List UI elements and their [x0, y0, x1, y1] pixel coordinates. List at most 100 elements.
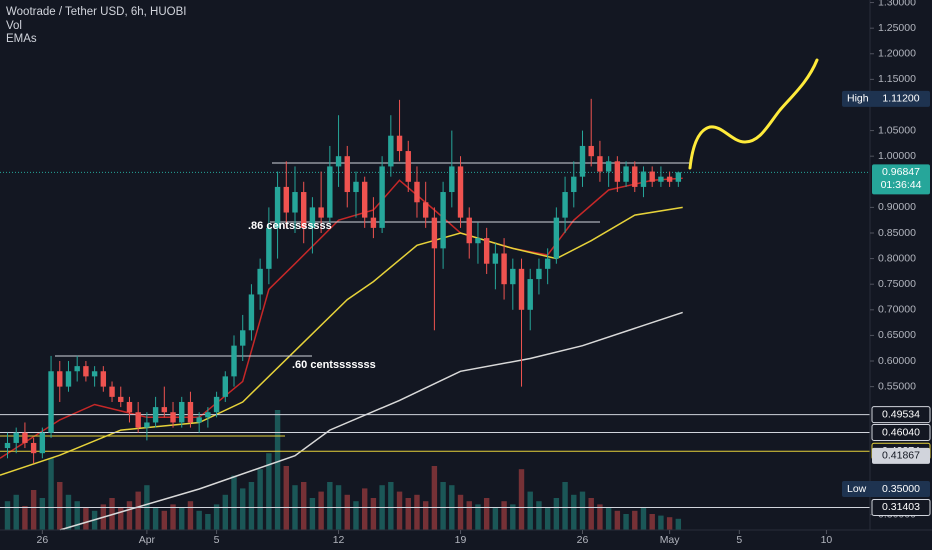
axis-layer: 1.30000 1.25000 1.20000 1.15000 1.05000 1.000…: [36, 0, 931, 546]
volume-bar: [501, 501, 507, 530]
candle-body: [544, 258, 551, 269]
volume-bar: [161, 510, 168, 530]
volume-bar: [257, 469, 263, 530]
candle-body: [292, 192, 298, 213]
candle-body: [518, 268, 525, 310]
candle-body: [57, 371, 63, 387]
candle-body: [118, 396, 124, 402]
volume-bar: [640, 507, 647, 530]
x-tick-label: Apr: [139, 534, 156, 546]
candle-body: [632, 166, 638, 187]
volume-bar: [248, 482, 255, 530]
candle-body: [370, 217, 377, 228]
volume-bar: [283, 466, 289, 530]
candle-body: [396, 135, 403, 152]
volume-bar: [266, 453, 272, 530]
y-tick-label: 0.90000: [878, 201, 916, 213]
y-tick-label: 1.00000: [878, 150, 916, 162]
y-tick-label: 0.60000: [878, 355, 916, 367]
candle-body: [213, 396, 220, 413]
volume-bar: [170, 504, 176, 530]
ema-line: [59, 311, 683, 531]
candle-body: [614, 161, 621, 182]
volume-bar: [213, 504, 220, 530]
volume-bar: [605, 507, 612, 530]
volume-bar: [396, 491, 403, 530]
price-level-label: 0.31403: [882, 501, 920, 513]
indicator-label: Vol: [6, 20, 22, 32]
x-tick-label: 12: [333, 534, 345, 546]
candle-body: [571, 176, 577, 193]
volume-bar: [597, 504, 603, 530]
freehand-drawing: [688, 58, 819, 170]
candle-body: [466, 217, 472, 244]
volume-bar: [353, 501, 359, 530]
candle-body: [205, 412, 211, 418]
y-tick-label: 0.85000: [878, 227, 916, 239]
candle-body: [48, 371, 54, 433]
candle-body: [440, 192, 446, 249]
volume-bar: [388, 482, 394, 530]
x-tick-label: May: [660, 534, 681, 546]
volume-bar: [614, 510, 621, 530]
volume-bar: [492, 507, 499, 530]
y-tick-label: 1.25000: [878, 22, 916, 34]
volume-bar: [187, 501, 194, 530]
candle-body: [301, 192, 307, 228]
candle-body: [100, 371, 107, 387]
close-label-box: [872, 447, 930, 464]
candle-body: [553, 217, 560, 259]
candle-body: [675, 172, 682, 182]
volume-bar: [13, 494, 19, 530]
candle-body: [388, 135, 394, 167]
y-tick-label: 0.65000: [878, 329, 916, 341]
candle-body: [22, 432, 28, 443]
candle-body: [65, 371, 72, 387]
marker-title: Low: [847, 483, 867, 495]
volume-bar: [649, 514, 655, 530]
x-tick-label: 5: [736, 534, 742, 546]
candle-body: [161, 407, 168, 413]
chart-title: Wootrade / Tether USD, 6h, HUOBI: [6, 6, 186, 18]
volume-bar: [22, 506, 28, 530]
volume-bar: [4, 501, 11, 530]
volume-bar: [126, 501, 133, 530]
candle-body: [501, 253, 507, 285]
volume-bar: [536, 501, 542, 530]
volume-bar: [562, 482, 568, 530]
volume-bar: [118, 507, 124, 530]
y-tick-label: 0.80000: [878, 252, 916, 264]
candle-body: [492, 253, 499, 264]
candle-body: [562, 192, 568, 218]
candle-body: [649, 171, 655, 182]
candle-body: [248, 294, 255, 331]
volume-bar: [179, 507, 185, 530]
candle-body: [170, 412, 176, 423]
candle-layer: [4, 98, 682, 464]
candle-body: [240, 330, 246, 346]
level-layer: [0, 171, 870, 508]
last-price-label: 0.96847: [882, 166, 920, 178]
volume-bar: [571, 494, 577, 530]
volume-bar: [231, 475, 237, 530]
candle-body: [144, 422, 150, 428]
candle-body: [196, 417, 202, 423]
candle-body: [666, 176, 673, 182]
x-tick-label: 19: [455, 534, 467, 546]
volume-bar: [405, 498, 411, 530]
marker-label: 1.11200: [882, 93, 919, 105]
candle-body: [30, 442, 37, 454]
volume-bar: [39, 498, 46, 530]
candle-body: [353, 181, 359, 193]
candle-body: [379, 166, 385, 228]
marker-box: [842, 481, 930, 498]
volume-bar: [466, 501, 472, 530]
candle-body: [231, 345, 237, 377]
volume-bar: [544, 507, 551, 530]
volume-bar: [675, 518, 682, 530]
volume-bar: [274, 410, 281, 530]
candle-body: [344, 156, 350, 193]
volume-bar: [658, 515, 664, 530]
volume-bar: [205, 514, 211, 530]
volume-bar: [344, 494, 350, 530]
